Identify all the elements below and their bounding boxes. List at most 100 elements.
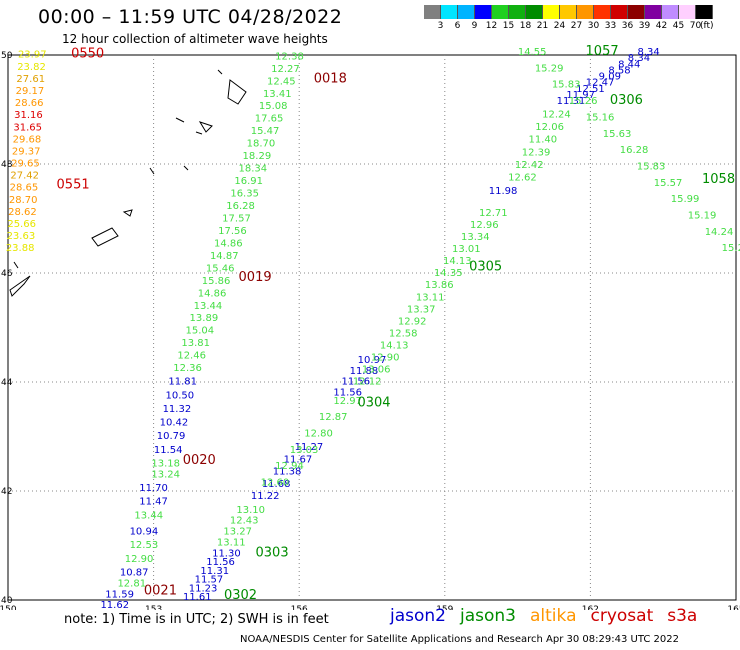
- colorbar-unit: (ft): [700, 21, 714, 31]
- colorbar-label: 36: [621, 21, 634, 31]
- swh-value-label: 29.17: [16, 86, 45, 97]
- swh-value-label: 10.79: [157, 431, 186, 442]
- swh-value-label: 12.47: [586, 78, 615, 89]
- pass-id-label: 0304: [357, 396, 390, 411]
- swh-value-label: 12.12: [353, 377, 382, 388]
- island-outline: [227, 79, 247, 105]
- page-title: 00:00 – 11:59 UTC 04/28/2022: [38, 6, 343, 28]
- swh-value-label: 16.35: [230, 189, 259, 200]
- swh-value-label: 12.46: [177, 351, 206, 362]
- swh-value-label: 12.97: [333, 396, 362, 407]
- swh-value-label: 12.94: [275, 461, 304, 472]
- x-tick-label: 162: [582, 605, 599, 610]
- swh-value-label: 11.47: [139, 497, 168, 508]
- swh-value-label: 17.65: [255, 114, 284, 125]
- y-tick-label: 48: [1, 160, 13, 170]
- swh-value-label: 11.22: [251, 491, 280, 502]
- swh-value-label: 12.38: [275, 51, 304, 62]
- swh-value-label: 15.16: [586, 112, 615, 123]
- swh-value-label: 13.18: [151, 458, 180, 469]
- swh-value-label: 12.27: [271, 64, 300, 75]
- swh-value-label: 14.86: [198, 288, 227, 299]
- swh-value-label: 10.87: [120, 567, 149, 578]
- colorbar-label: 24: [553, 21, 566, 31]
- colorbar-swatch: [611, 5, 628, 19]
- swh-value-label: 12.24: [542, 110, 571, 121]
- colorbar-swatch: [628, 5, 645, 19]
- colorbar-label: 21: [536, 21, 549, 31]
- pass-id-label: 0303: [256, 545, 289, 560]
- pass-id-label: 0306: [610, 93, 643, 108]
- swh-value-label: 13.41: [263, 89, 292, 100]
- island-outline: [195, 131, 203, 135]
- colorbar-label: 9: [471, 21, 478, 31]
- swh-value-label: 11.59: [105, 589, 134, 600]
- x-tick-label: 156: [291, 605, 308, 610]
- swh-value-label: 12.36: [173, 363, 202, 374]
- swh-value-label: 11.98: [489, 186, 518, 197]
- colorbar-swatch: [543, 5, 560, 19]
- colorbar-swatch: [441, 5, 458, 19]
- swh-value-label: 28.65: [10, 183, 39, 194]
- pass-id-label: 0305: [469, 259, 502, 274]
- swh-value-label: 11.56: [342, 377, 371, 388]
- colorbar-label: 3: [437, 21, 444, 31]
- swh-value-label: 12.42: [515, 160, 544, 171]
- swh-value-label: 28.62: [8, 207, 37, 218]
- swh-value-label: 11.62: [100, 600, 129, 610]
- colorbar-swatch: [509, 5, 526, 19]
- swh-value-label: 15.08: [259, 101, 288, 112]
- colorbar-label: 12: [485, 21, 498, 31]
- swh-value-label: 8.44: [618, 59, 640, 70]
- swh-value-label: 13.37: [407, 304, 436, 315]
- swh-value-label: 23.97: [18, 50, 47, 61]
- swh-value-label: 14.86: [214, 238, 243, 249]
- swh-value-label: 13.86: [425, 280, 454, 291]
- pass-id-label: 0550: [71, 47, 104, 62]
- colorbar-swatch: [594, 5, 611, 19]
- colorbar-swatch: [645, 5, 662, 19]
- swh-value-label: 14.13: [443, 256, 472, 267]
- satellite-legend-altika: altika: [530, 606, 577, 626]
- y-tick-label: 50: [1, 51, 13, 61]
- swh-value-label: 13.10: [236, 505, 265, 516]
- swh-value-label: 15.63: [603, 129, 632, 140]
- swh-value-label: 18.29: [243, 151, 272, 162]
- swh-value-label: 29.37: [12, 146, 41, 157]
- swh-value-label: 13.01: [452, 244, 481, 255]
- swh-value-label: 11.81: [168, 377, 197, 388]
- colorbar-label: 33: [604, 21, 617, 31]
- island-outline: [9, 275, 31, 297]
- colorbar-swatch: [577, 5, 594, 19]
- island-outline: [217, 69, 223, 75]
- swh-value-label: 15.26: [569, 96, 598, 107]
- pass-id-label: 0018: [314, 71, 347, 86]
- swh-value-label: 23.88: [6, 243, 35, 254]
- swh-value-label: 11.32: [163, 404, 192, 415]
- swh-value-label: 31.16: [14, 110, 43, 121]
- swh-value-label: 12.92: [398, 316, 427, 327]
- swh-value-label: 13.27: [223, 527, 252, 538]
- colorbar-swatch: [458, 5, 475, 19]
- swh-value-label: 15.29: [535, 63, 564, 74]
- island-outline: [122, 209, 133, 217]
- page-subtitle: 12 hour collection of altimeter wave hei…: [62, 32, 328, 46]
- swh-value-label: 15.83: [637, 161, 666, 172]
- swh-value-label: 13.44: [134, 510, 163, 521]
- pass-id-label: 0551: [57, 178, 90, 193]
- swh-value-label: 11.23: [189, 583, 218, 594]
- island-outline: [198, 121, 213, 133]
- swh-value-label: 11.57: [195, 575, 224, 586]
- swh-value-label: 8.58: [608, 65, 630, 76]
- swh-value-label: 12.81: [117, 578, 146, 589]
- swh-value-label: 12.60: [261, 478, 290, 489]
- pass-id-label: 0302: [224, 588, 257, 603]
- pass-id-label: 1057: [586, 44, 619, 59]
- swh-value-label: 13.11: [217, 538, 246, 549]
- island-outline: [149, 167, 155, 175]
- swh-value-label: 29.65: [11, 159, 40, 170]
- swh-value-label: 10.97: [358, 355, 387, 366]
- swh-value-label: 12.90: [125, 554, 154, 565]
- swh-value-label: 17.56: [218, 226, 247, 237]
- swh-value-label: 11.31: [557, 96, 586, 107]
